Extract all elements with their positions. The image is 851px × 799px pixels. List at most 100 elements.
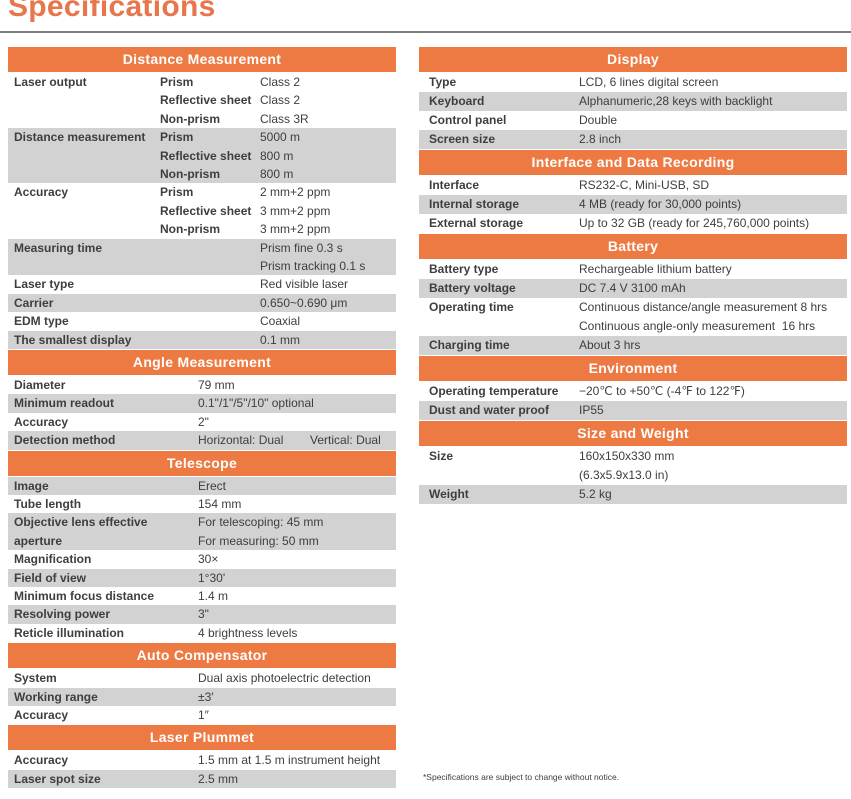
- row-lines: For telescoping: 45 mm For measuring: 50 …: [198, 513, 396, 550]
- row-value: For measuring: 50 mm: [198, 533, 319, 548]
- row-value: Dual axis photoelectric detection: [198, 671, 371, 686]
- row-label: Accuracy: [14, 414, 69, 429]
- row-label: Screen size: [429, 132, 496, 146]
- spec-row-laser-spot-size: Laser spot size 2.5 mm: [8, 769, 396, 789]
- row-lines: 5.2 kg: [579, 485, 847, 504]
- row-label: Distance measurement: [14, 130, 146, 145]
- row-line: Non-prism 800 m: [160, 165, 396, 183]
- row-label: Minimum focus distance: [14, 588, 155, 603]
- row-value: −20℃ to +50℃ (-4℉ to 122℉): [579, 384, 745, 398]
- row-line: For telescoping: 45 mm: [198, 513, 396, 531]
- row-lines: Coaxial: [160, 312, 396, 330]
- row-subitem: Non-prism: [160, 111, 220, 126]
- row-lines: Prism 5000 m Reflective sheet 800 m Non-pris…: [160, 128, 396, 183]
- row-label: External storage: [429, 216, 524, 230]
- row-value: 3 mm+2 ppm: [260, 203, 331, 218]
- row-line: 4 brightness levels: [198, 624, 396, 642]
- row-value: Class 2: [260, 93, 301, 108]
- row-lines: 0.1 mm: [160, 331, 396, 349]
- row-value: 4 brightness levels: [198, 625, 298, 640]
- row-lines: Prism Class 2 Reflective sheet Class 2 Non-p…: [160, 73, 396, 128]
- row-lines: Horizontal: Dual Vertical: Dual: [198, 431, 396, 449]
- row-value: 30×: [198, 552, 219, 567]
- row-subitem: Reflective sheet: [160, 203, 252, 218]
- spec-row-dust-and-water-proof: Dust and water proof IP55: [419, 401, 847, 420]
- row-label: Magnification: [14, 552, 92, 567]
- row-label: Size: [429, 449, 454, 463]
- row-line: 1.4 m: [198, 587, 396, 605]
- row-label: Detection method: [14, 433, 116, 448]
- row-subitem: Non-prism: [160, 166, 220, 181]
- section-interface-and-data-recording: Interface and Data Recording Interface RS2…: [419, 150, 847, 233]
- section-header-distance-measurement: Distance Measurement: [8, 47, 396, 72]
- row-line: Reflective sheet 3 mm+2 ppm: [160, 202, 396, 220]
- row-line: Dual axis photoelectric detection: [198, 669, 396, 687]
- spec-row-operating-temperature: Operating temperature −20℃ to +50℃ (-4℉ t…: [419, 382, 847, 401]
- section-battery: Battery Battery type Rechargeable lithium …: [419, 234, 847, 355]
- row-lines: Dual axis photoelectric detection: [198, 669, 396, 687]
- spec-row-tube-length: Tube length 154 mm: [8, 495, 396, 513]
- row-value: 154 mm: [198, 496, 242, 511]
- row-line: ±3′: [198, 688, 396, 706]
- row-value: LCD, 6 lines digital screen: [579, 75, 719, 89]
- row-value: 79 mm: [198, 377, 235, 392]
- row-label: Weight: [429, 487, 469, 501]
- row-label: Resolving power: [14, 607, 111, 622]
- row-value: 0.1 mm: [260, 332, 301, 347]
- section-header-display: Display: [419, 47, 847, 72]
- spec-row-magnification: Magnification 30×: [8, 550, 396, 568]
- row-line: Up to 32 GB (ready for 245,760,000 point…: [579, 214, 847, 233]
- section-header-size-and-weight: Size and Weight: [419, 421, 847, 446]
- row-lines: IP55: [579, 401, 847, 420]
- row-subitem: [160, 331, 260, 349]
- row-value: Horizontal: Dual Vertical: Dual: [198, 433, 381, 448]
- section-auto-compensator: Auto Compensator System Dual axis photoele…: [8, 643, 396, 724]
- row-label: EDM type: [14, 314, 69, 329]
- spec-row-charging-time: Charging time About 3 hrs: [419, 336, 847, 355]
- row-line: 79 mm: [198, 376, 396, 394]
- section-header-battery: Battery: [419, 234, 847, 259]
- row-subitem: [160, 275, 260, 293]
- spec-row-working-range: Working range ±3′: [8, 687, 396, 707]
- row-line: 0.650~0.690 μm: [160, 294, 396, 312]
- row-value: IP55: [579, 403, 604, 417]
- row-line: Non-prism 3 mm+2 ppm: [160, 220, 396, 238]
- row-label: Measuring time: [14, 240, 103, 255]
- section-header-environment: Environment: [419, 356, 847, 381]
- section-distance-measurement: Distance Measurement Laser output Prism Cla…: [8, 47, 396, 349]
- row-lines: ±3′: [198, 688, 396, 706]
- row-value: 800 m: [260, 148, 294, 163]
- row-value: 800 m: [260, 166, 294, 181]
- row-label: Control panel: [429, 113, 507, 127]
- row-value: DC 7.4 V 3100 mAh: [579, 281, 686, 295]
- row-label: System: [14, 671, 57, 686]
- row-lines: 4 MB (ready for 30,000 points): [579, 195, 847, 214]
- row-label: Keyboard: [429, 94, 485, 108]
- row-lines: Erect: [198, 477, 396, 495]
- row-label: Operating time: [429, 300, 514, 314]
- row-value: 2": [198, 414, 209, 429]
- section-header-telescope: Telescope: [8, 450, 396, 476]
- spec-row-weight: Weight 5.2 kg: [419, 485, 847, 504]
- row-subitem: Prism: [160, 75, 194, 89]
- row-label: Accuracy: [14, 708, 69, 723]
- section-title: Auto Compensator: [136, 647, 268, 664]
- section-title: Size and Weight: [577, 425, 689, 441]
- row-value: 4 MB (ready for 30,000 points): [579, 197, 742, 211]
- section-title: Telescope: [166, 454, 238, 471]
- row-value: Alphanumeric,28 keys with backlight: [579, 94, 773, 108]
- row-line: Prism fine 0.3 s: [160, 239, 396, 257]
- row-lines: 154 mm: [198, 495, 396, 513]
- row-lines: 1°30': [198, 569, 396, 587]
- row-lines: DC 7.4 V 3100 mAh: [579, 279, 847, 298]
- spec-columns: Distance Measurement Laser output Prism Cla…: [0, 46, 851, 789]
- section-angle-measurement: Angle Measurement Diameter 79 mm Minimum re…: [8, 349, 396, 450]
- row-label: Reticle illumination: [14, 625, 125, 640]
- row-subitem: [160, 294, 260, 312]
- row-value: For telescoping: 45 mm: [198, 515, 324, 530]
- spec-row-battery-type: Battery type Rechargeable lithium battery: [419, 260, 847, 279]
- spec-row-interface: Interface RS232-C, Mini-USB, SD: [419, 176, 847, 195]
- row-subitem: Reflective sheet: [160, 148, 252, 163]
- row-lines: 30×: [198, 550, 396, 568]
